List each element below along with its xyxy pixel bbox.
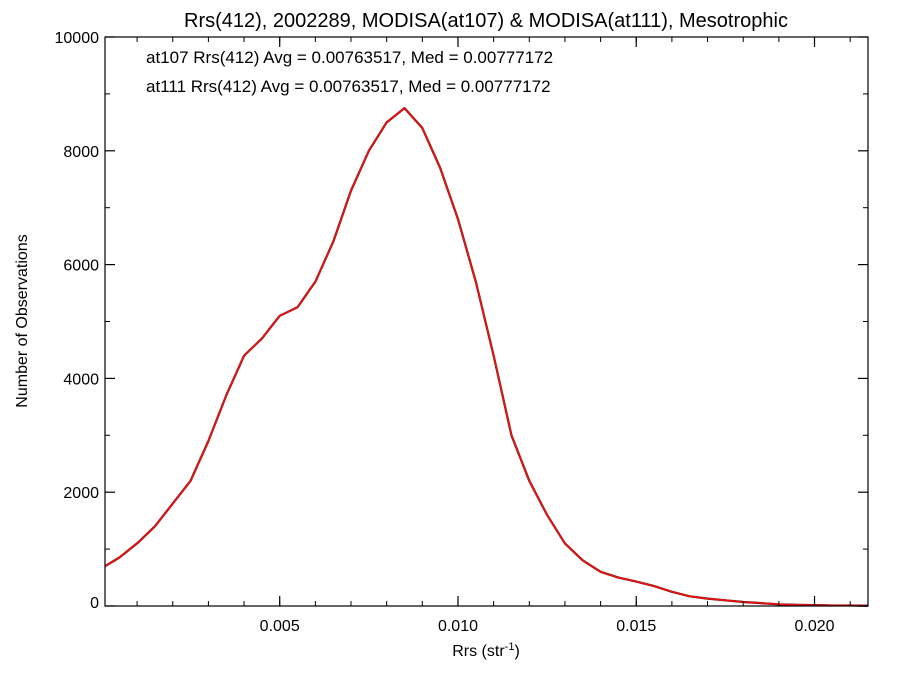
annotation-at111: at111 Rrs(412) Avg = 0.00763517, Med = 0… [146, 77, 551, 96]
x-axis-label-main: Rrs (str [452, 643, 505, 660]
y-tick-label: 8000 [63, 144, 99, 161]
y-tick-label: 0 [90, 595, 99, 612]
chart-title: Rrs(412), 2002289, MODISA(at107) & MODIS… [184, 10, 788, 32]
y-tick-label: 4000 [63, 371, 99, 388]
series-layer [104, 107, 869, 607]
y-tick-label: 6000 [63, 258, 99, 275]
ticks-layer: 0.005 0.010 0.015 0.020 0 2000 4000 6000 8000 100… [55, 30, 868, 635]
x-tick-label: 0.010 [438, 618, 478, 635]
x-axis-label: Rrs (str-1) [452, 641, 520, 660]
y-tick-label: 2000 [63, 485, 99, 502]
x-tick-label: 0.020 [794, 618, 834, 635]
annotation-at107: at107 Rrs(412) Avg = 0.00763517, Med = 0… [146, 48, 553, 67]
y-axis-label: Number of Observations [14, 234, 31, 407]
x-tick-label: 0.015 [616, 618, 656, 635]
y-tick-label: 10000 [55, 30, 100, 47]
series-line-0 [104, 107, 869, 607]
x-axis-label-close: ) [514, 643, 519, 660]
series-line-1 [104, 107, 869, 607]
x-axis-label-superscript: -1 [505, 641, 515, 653]
x-tick-label: 0.005 [260, 618, 300, 635]
